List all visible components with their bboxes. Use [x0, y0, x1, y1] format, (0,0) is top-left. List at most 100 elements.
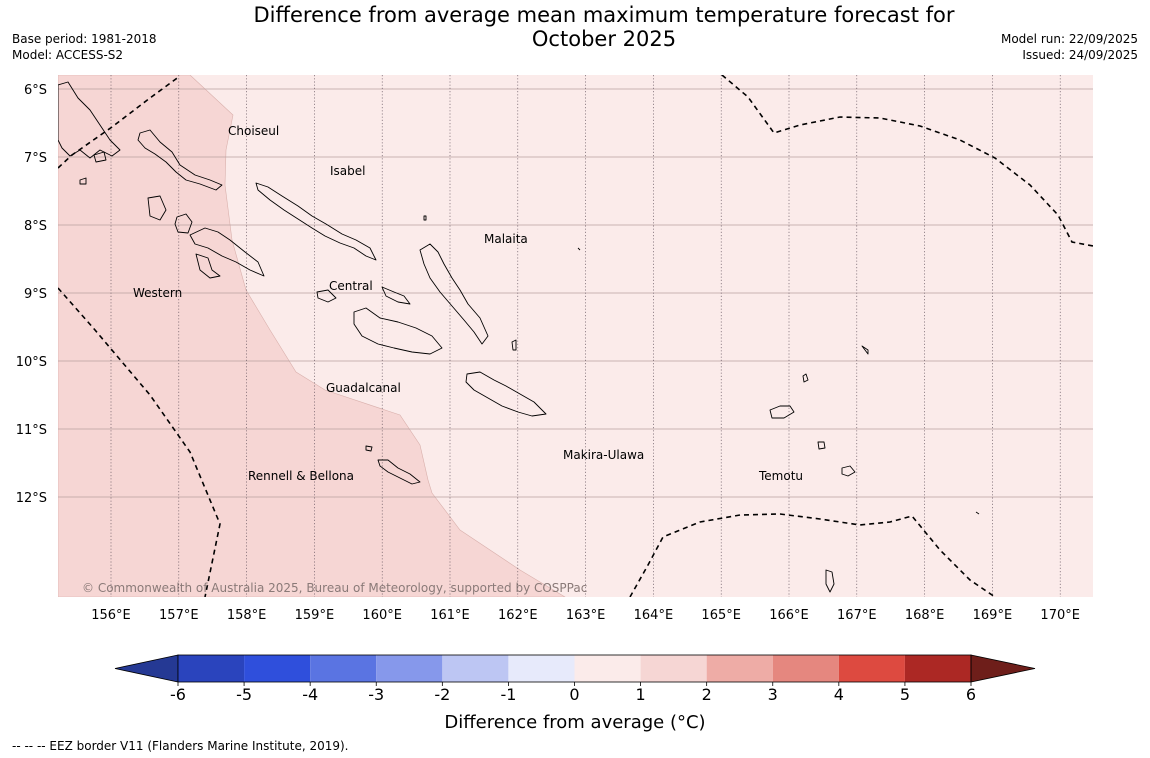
longitude-labels: 156°E 157°E 158°E 159°E 160°E 161°E 162°E 163°E…: [91, 608, 1080, 623]
label-central: Central: [329, 279, 373, 293]
label-malaita: Malaita: [484, 232, 528, 246]
colorbar-segment: [376, 655, 443, 682]
vanikoro-coast: [841, 465, 856, 477]
vella-coast: [195, 253, 221, 279]
colorbar-label: Difference from average (°C): [444, 712, 705, 733]
copyright-text: © Commonwealth of Australia 2025, Bureau…: [82, 581, 587, 595]
lon-tick-label: 161°E: [430, 608, 470, 623]
lat-tick-label: 10°S: [16, 355, 47, 370]
latitude-gridlines: [58, 88, 1093, 498]
guadalcanal-coast: [353, 307, 443, 355]
colorbar-tick-label: -1: [500, 685, 516, 704]
colorbar-segment: [442, 655, 509, 682]
model-text: Model: ACCESS-S2: [12, 48, 124, 62]
lon-tick-label: 168°E: [905, 608, 945, 623]
sikaiana-coast: [511, 339, 517, 351]
lon-tick-label: 164°E: [634, 608, 674, 623]
latitude-labels: 6°S 7°S 8°S 9°S 10°S 11°S 12°S: [16, 83, 47, 506]
bellona-coast: [365, 445, 373, 452]
lon-tick-label: 159°E: [295, 608, 335, 623]
new-georgia-coast: [189, 227, 265, 277]
colorbar-tick-label: 4: [834, 685, 844, 704]
western-islands-coast: [147, 195, 167, 221]
lon-tick-label: 169°E: [973, 608, 1013, 623]
kolombangara-coast: [174, 213, 193, 234]
colorbar-segment: [310, 655, 377, 682]
label-temotu: Temotu: [758, 469, 803, 483]
label-western: Western: [133, 286, 182, 300]
lon-tick-label: 163°E: [566, 608, 606, 623]
title-line-1: Difference from average mean maximum tem…: [253, 3, 955, 27]
treasury-coast: [79, 177, 87, 185]
makira-coast: [465, 371, 547, 417]
eez-borders: [58, 75, 1093, 597]
colorbar-segment: [178, 655, 245, 682]
label-guadalcanal: Guadalcanal: [326, 381, 401, 395]
lon-tick-label: 157°E: [159, 608, 199, 623]
lon-tick-label: 160°E: [362, 608, 402, 623]
colorbar-tick-label: -6: [170, 685, 186, 704]
colorbar-tick-label: -5: [236, 685, 252, 704]
colorbar-tick-label: 0: [569, 685, 579, 704]
choiseul-coast: [137, 129, 223, 191]
colorbar-extend-max: [970, 654, 1036, 683]
lon-tick-label: 167°E: [837, 608, 877, 623]
colorbar-segment: [508, 655, 575, 682]
base-period-text: Base period: 1981-2018: [12, 32, 157, 46]
anomaly-1-2-region: [58, 75, 566, 597]
label-makira: Makira-Ulawa: [563, 448, 644, 462]
small-isle-coast: [423, 215, 427, 221]
colorbar-tick-label: 6: [966, 685, 976, 704]
longitude-gridlines: [110, 75, 1061, 597]
florida-coast: [381, 286, 411, 305]
colorbar-segment: [244, 655, 311, 682]
meta-right: Model run: 22/09/2025 Issued: 24/09/2025: [1001, 31, 1138, 63]
lon-tick-label: 166°E: [769, 608, 809, 623]
lon-tick-label: 162°E: [498, 608, 538, 623]
bougainville-coast: [58, 81, 121, 159]
colorbar-segment: [838, 655, 905, 682]
lon-tick-label: 156°E: [91, 608, 131, 623]
title-line-2: October 2025: [531, 27, 677, 51]
isabel-coast: [255, 182, 377, 261]
colorbar-tick-label: 2: [702, 685, 712, 704]
place-labels: Choiseul Isabel Malaita Central Western …: [133, 124, 803, 483]
colorbar-tick-label: 5: [900, 685, 910, 704]
lon-tick-label: 158°E: [227, 608, 267, 623]
utupua-coast: [817, 441, 826, 450]
coastlines: [58, 81, 980, 593]
meta-left: Base period: 1981-2018 Model: ACCESS-S2: [12, 31, 157, 63]
ontong-coast: [577, 247, 581, 251]
reef-islands-coast: [802, 373, 809, 383]
colorbar-segment: [772, 655, 839, 682]
malaita-coast: [419, 243, 489, 345]
colorbar: -6 -5 -4 -3 -2 -1 0 1 2 3 4 5 6: [114, 654, 1036, 704]
label-rennell: Rennell & Bellona: [248, 469, 354, 483]
colorbar-extend-min: [114, 654, 179, 683]
colorbar-tick-label: -3: [368, 685, 384, 704]
colorbar-tick-label: 3: [768, 685, 778, 704]
lat-tick-label: 8°S: [24, 219, 47, 234]
colorbar-tick-label: -2: [434, 685, 450, 704]
rennell-coast: [377, 459, 421, 485]
lat-tick-label: 7°S: [24, 151, 47, 166]
lon-tick-label: 165°E: [701, 608, 741, 623]
eez-footnote: -- -- -- EEZ border V11 (Flanders Marine…: [12, 739, 349, 753]
lat-tick-label: 6°S: [24, 83, 47, 98]
issued-text: Issued: 24/09/2025: [1022, 48, 1138, 62]
duff-coast: [861, 345, 869, 355]
colorbar-segment: [574, 655, 641, 682]
lat-tick-label: 12°S: [16, 491, 47, 506]
tikopia-coast: [975, 511, 980, 515]
colorbar-tick-label: -4: [302, 685, 318, 704]
anuta-coast: [825, 569, 835, 593]
colorbar-segment: [904, 655, 971, 682]
label-choiseul: Choiseul: [228, 124, 279, 138]
colorbar-segment: [706, 655, 773, 682]
map-area: Choiseul Isabel Malaita Central Western …: [58, 75, 1093, 597]
shortland-coast: [93, 151, 107, 163]
colorbar-segment: [640, 655, 707, 682]
lat-tick-label: 11°S: [16, 423, 47, 438]
lon-tick-label: 170°E: [1040, 608, 1080, 623]
